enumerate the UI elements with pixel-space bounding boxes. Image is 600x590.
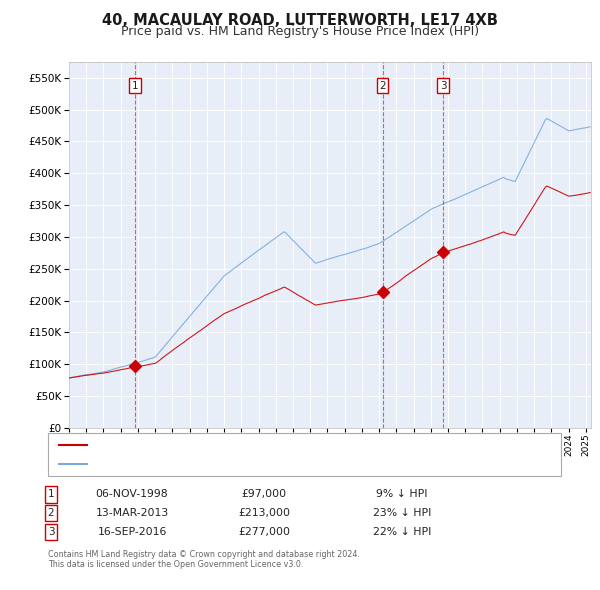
Text: 3: 3 xyxy=(440,81,446,91)
Text: This data is licensed under the Open Government Licence v3.0.: This data is licensed under the Open Gov… xyxy=(48,560,304,569)
Text: 3: 3 xyxy=(47,527,55,537)
Text: 1: 1 xyxy=(47,490,55,499)
Text: 16-SEP-2016: 16-SEP-2016 xyxy=(97,527,167,537)
Text: HPI: Average price, detached house, Harborough: HPI: Average price, detached house, Harb… xyxy=(93,458,337,468)
Text: Contains HM Land Registry data © Crown copyright and database right 2024.: Contains HM Land Registry data © Crown c… xyxy=(48,550,360,559)
Text: 40, MACAULAY ROAD, LUTTERWORTH, LE17 4XB: 40, MACAULAY ROAD, LUTTERWORTH, LE17 4XB xyxy=(102,13,498,28)
Text: 1: 1 xyxy=(132,81,139,91)
Text: 23% ↓ HPI: 23% ↓ HPI xyxy=(373,509,431,518)
Text: 22% ↓ HPI: 22% ↓ HPI xyxy=(373,527,431,537)
Text: 9% ↓ HPI: 9% ↓ HPI xyxy=(376,490,428,499)
Text: £277,000: £277,000 xyxy=(238,527,290,537)
Text: £97,000: £97,000 xyxy=(241,490,287,499)
Text: 40, MACAULAY ROAD, LUTTERWORTH, LE17 4XB (detached house): 40, MACAULAY ROAD, LUTTERWORTH, LE17 4XB… xyxy=(93,440,424,450)
Text: 2: 2 xyxy=(379,81,386,91)
Text: Price paid vs. HM Land Registry's House Price Index (HPI): Price paid vs. HM Land Registry's House … xyxy=(121,25,479,38)
Text: £213,000: £213,000 xyxy=(238,509,290,518)
Text: 2: 2 xyxy=(47,509,55,518)
Text: 06-NOV-1998: 06-NOV-1998 xyxy=(95,490,169,499)
Text: 13-MAR-2013: 13-MAR-2013 xyxy=(95,509,169,518)
